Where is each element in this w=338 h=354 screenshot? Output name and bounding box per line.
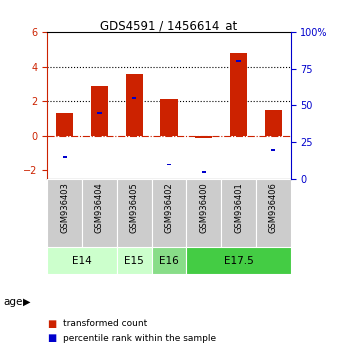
Bar (186, 179, 221, 247)
Bar (82, 179, 117, 247)
Text: ■: ■ (47, 319, 56, 329)
Bar (47, 247, 117, 274)
Text: E17.5: E17.5 (224, 256, 254, 266)
Text: age: age (3, 297, 23, 307)
Bar (186, 247, 291, 274)
Bar (63, 156, 67, 158)
Bar (152, 179, 186, 247)
Text: percentile rank within the sample: percentile rank within the sample (63, 333, 216, 343)
Text: GSM936404: GSM936404 (95, 183, 104, 233)
Bar (125, 74, 143, 136)
Text: ▶: ▶ (23, 297, 30, 307)
Bar (271, 149, 275, 150)
Bar (117, 179, 152, 247)
Text: GSM936402: GSM936402 (165, 183, 173, 233)
Bar (221, 179, 256, 247)
Title: GDS4591 / 1456614_at: GDS4591 / 1456614_at (100, 19, 238, 32)
Bar (230, 53, 247, 136)
Bar (91, 86, 108, 136)
Text: E14: E14 (72, 256, 92, 266)
Bar (97, 112, 101, 114)
Bar (237, 61, 241, 62)
Bar (47, 179, 82, 247)
Bar (117, 247, 152, 274)
Bar (256, 179, 291, 247)
Bar (202, 171, 206, 173)
Text: ■: ■ (47, 333, 56, 343)
Bar (152, 247, 186, 274)
Bar (132, 97, 136, 99)
Text: GSM936405: GSM936405 (130, 183, 139, 233)
Text: GSM936401: GSM936401 (234, 183, 243, 233)
Bar (167, 164, 171, 165)
Text: transformed count: transformed count (63, 319, 147, 329)
Text: GSM936400: GSM936400 (199, 183, 208, 233)
Bar (160, 99, 178, 136)
Bar (265, 110, 282, 136)
Text: E16: E16 (159, 256, 179, 266)
Text: GSM936403: GSM936403 (60, 183, 69, 233)
Text: GSM936406: GSM936406 (269, 183, 278, 233)
Bar (195, 136, 213, 138)
Text: E15: E15 (124, 256, 144, 266)
Bar (56, 113, 73, 136)
